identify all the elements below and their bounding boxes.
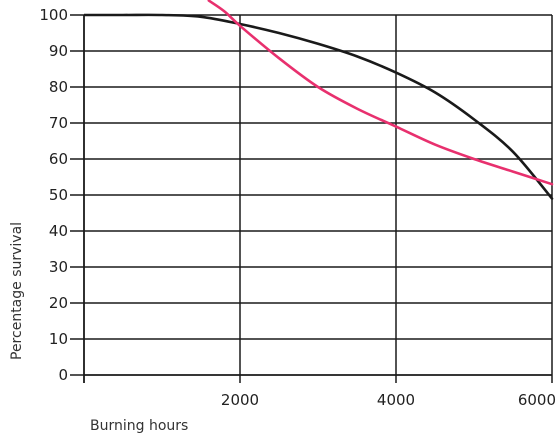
y-tick-label: 30	[49, 258, 68, 276]
y-tick-label: 0	[58, 366, 68, 384]
y-tick-label: 10	[49, 330, 68, 348]
y-tick-label: 100	[39, 6, 68, 24]
y-tick-label: 80	[49, 78, 68, 96]
x-tick-label: 6000	[518, 391, 556, 409]
grid	[70, 14, 553, 383]
tick-labels: 0 10 20 30 40 50 60 70 80 90 100 2000 4000 6000	[39, 6, 556, 409]
axes	[83, 15, 552, 383]
series-line-1	[84, 13, 554, 200]
y-tick-label: 70	[49, 114, 68, 132]
series-line-2	[207, 0, 554, 186]
x-tick-label: 2000	[221, 391, 259, 409]
y-tick-label: 40	[49, 222, 68, 240]
y-tick-label: 50	[49, 186, 68, 204]
y-tick-label: 60	[49, 150, 68, 168]
y-tick-label: 20	[49, 294, 68, 312]
x-tick-label: 4000	[377, 391, 415, 409]
series-layer	[84, 0, 554, 200]
y-axis-label: Percentage survival	[9, 222, 25, 360]
y-tick-label: 90	[49, 42, 68, 60]
x-axis-label: Burning hours	[90, 418, 188, 434]
